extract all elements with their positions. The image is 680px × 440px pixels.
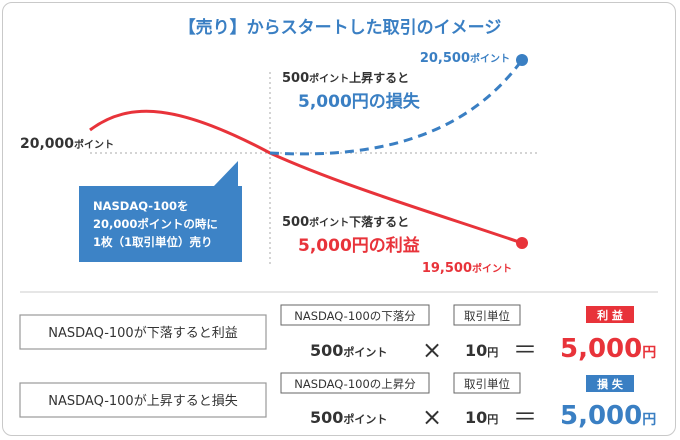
rising-price-line bbox=[269, 59, 524, 156]
loss-factor2-header: 取引単位 bbox=[464, 377, 510, 391]
loss-result: 5,000円 bbox=[560, 401, 656, 431]
fall-annotation-line1: 500ポイント下落すると bbox=[282, 214, 409, 230]
profit-equals-sign: ＝ bbox=[513, 336, 537, 364]
loss-factor2-value: 10円 bbox=[465, 408, 498, 427]
loss-factor1-value: 500ポイント bbox=[310, 408, 387, 427]
profit-badge bbox=[586, 306, 634, 323]
callout-box bbox=[79, 186, 242, 262]
start-price-label: 20,000ポイント bbox=[20, 136, 114, 152]
profit-factor1-value: 500ポイント bbox=[310, 341, 387, 360]
profit-factor1-header-box bbox=[280, 304, 430, 326]
profit-badge-text: 利 益 bbox=[597, 308, 623, 322]
falling-end-point bbox=[516, 237, 528, 249]
loss-times-sign: × bbox=[422, 403, 442, 431]
loss-factor1-header: NASDAQ-100の上昇分 bbox=[294, 377, 416, 391]
profit-times-sign: × bbox=[422, 336, 442, 364]
rising-end-label: 20,500ポイント bbox=[420, 51, 510, 66]
rise-annotation-loss: 5,000円の損失 bbox=[298, 91, 421, 112]
loss-formula-row: NASDAQ-100が上昇すると損失 NASDAQ-100の上昇分 取引単位 5… bbox=[19, 372, 656, 431]
callout-line2: 20,000ポイントの時に bbox=[93, 217, 218, 231]
loss-badge bbox=[586, 375, 634, 392]
fall-annotation-profit: 5,000円の利益 bbox=[298, 235, 420, 256]
loss-row-label-box bbox=[19, 382, 267, 418]
loss-equals-sign: ＝ bbox=[513, 403, 537, 431]
rising-end-point bbox=[516, 54, 528, 66]
profit-result: 5,000円 bbox=[560, 334, 656, 364]
callout-pointer bbox=[214, 161, 238, 186]
falling-end-label: 19,500ポイント bbox=[422, 261, 512, 276]
diagram-title: 【売り】からスタートした取引のイメージ bbox=[179, 17, 502, 38]
loss-factor1-header-box bbox=[280, 372, 430, 394]
rise-annotation-line1: 500ポイント上昇すると bbox=[282, 70, 409, 86]
loss-badge-text: 損 失 bbox=[597, 377, 624, 391]
profit-factor2-header: 取引単位 bbox=[464, 309, 510, 323]
profit-row-label-box bbox=[19, 314, 267, 350]
profit-factor2-value: 10円 bbox=[465, 341, 498, 360]
callout-line3: 1枚（1取引単位）売り bbox=[93, 235, 213, 249]
loss-row-label: NASDAQ-100が上昇すると損失 bbox=[48, 394, 237, 409]
profit-factor1-header: NASDAQ-100の下落分 bbox=[294, 309, 416, 323]
callout-line1: NASDAQ-100を bbox=[93, 199, 189, 213]
profit-row-label: NASDAQ-100が下落すると利益 bbox=[48, 326, 237, 341]
profit-factor2-header-box bbox=[453, 304, 521, 326]
profit-formula-row: NASDAQ-100が下落すると利益 NASDAQ-100の下落分 取引単位 5… bbox=[19, 304, 656, 364]
loss-factor2-header-box bbox=[453, 372, 521, 394]
